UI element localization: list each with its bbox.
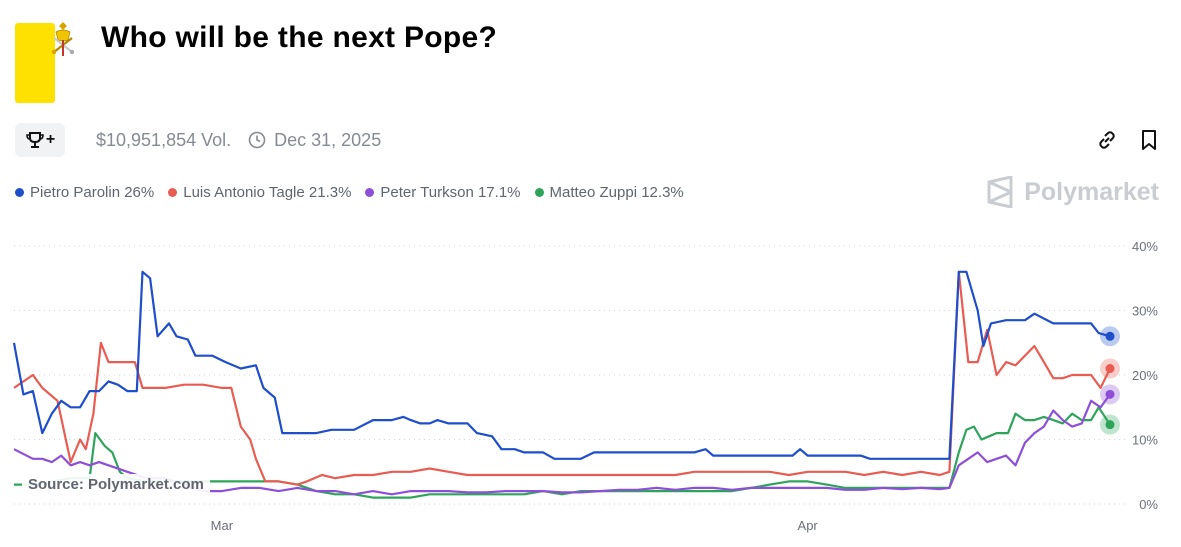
trophy-plus: + [45,131,56,148]
legend-dot [15,188,24,197]
legend-dot [365,188,375,197]
y-tick-label: 20% [1132,368,1158,383]
page-title: Who will be the next Pope? [101,21,498,54]
market-meta: + $10,951,854 Vol. Dec 31, 2025 [15,123,381,157]
polymarket-logo-icon [987,176,1013,208]
legend-dot [534,188,544,197]
legend-label: Matteo Zuppi 12.3% [549,184,684,201]
y-tick-label: 30% [1132,304,1158,319]
legend-item-parolin: Pietro Parolin 26% [15,184,154,201]
trophy-button[interactable]: + [15,123,65,157]
x-tick-label: Apr [798,518,819,533]
series-line-luis-antonio-tagle [13,270,1111,486]
source-label: Source: Polymarket.com [22,474,210,495]
legend-label: Peter Turkson 17.1% [380,184,521,201]
end-dot-matteo-zuppi [1105,420,1115,430]
legend-label: Luis Antonio Tagle 21.3% [183,184,352,201]
end-date-text: Dec 31, 2025 [274,129,382,150]
end-dot-peter-turkson [1105,389,1115,399]
link-icon[interactable] [1095,128,1119,152]
legend-label: Pietro Parolin 26% [30,184,155,201]
end-dot-luis-antonio-tagle [1105,364,1115,374]
legend-item-zuppi: Matteo Zuppi 12.3% [534,184,684,201]
y-tick-label: 10% [1132,433,1158,448]
bookmark-icon[interactable] [1137,128,1161,152]
brand-name: Polymarket [1024,177,1159,206]
action-icons [1095,128,1161,152]
trophy-icon [26,132,44,148]
y-tick-label: 0% [1139,497,1158,512]
chart-legend: Pietro Parolin 26% Luis Antonio Tagle 21… [15,184,684,201]
clock-icon [248,131,266,149]
legend-item-turkson: Peter Turkson 17.1% [365,184,521,201]
header [15,23,55,103]
vatican-emblem-icon [51,22,75,56]
series-line-pietro-parolin [12,270,1111,460]
x-tick-label: Mar [211,518,234,533]
polymarket-watermark: Polymarket [986,176,1159,208]
volume-text: $10,951,854 Vol. [96,129,232,150]
market-image [15,23,55,103]
legend-dot [168,188,178,197]
legend-item-tagle: Luis Antonio Tagle 21.3% [168,184,351,201]
y-tick-label: 40% [1132,239,1158,254]
end-dot-pietro-parolin [1105,331,1115,341]
